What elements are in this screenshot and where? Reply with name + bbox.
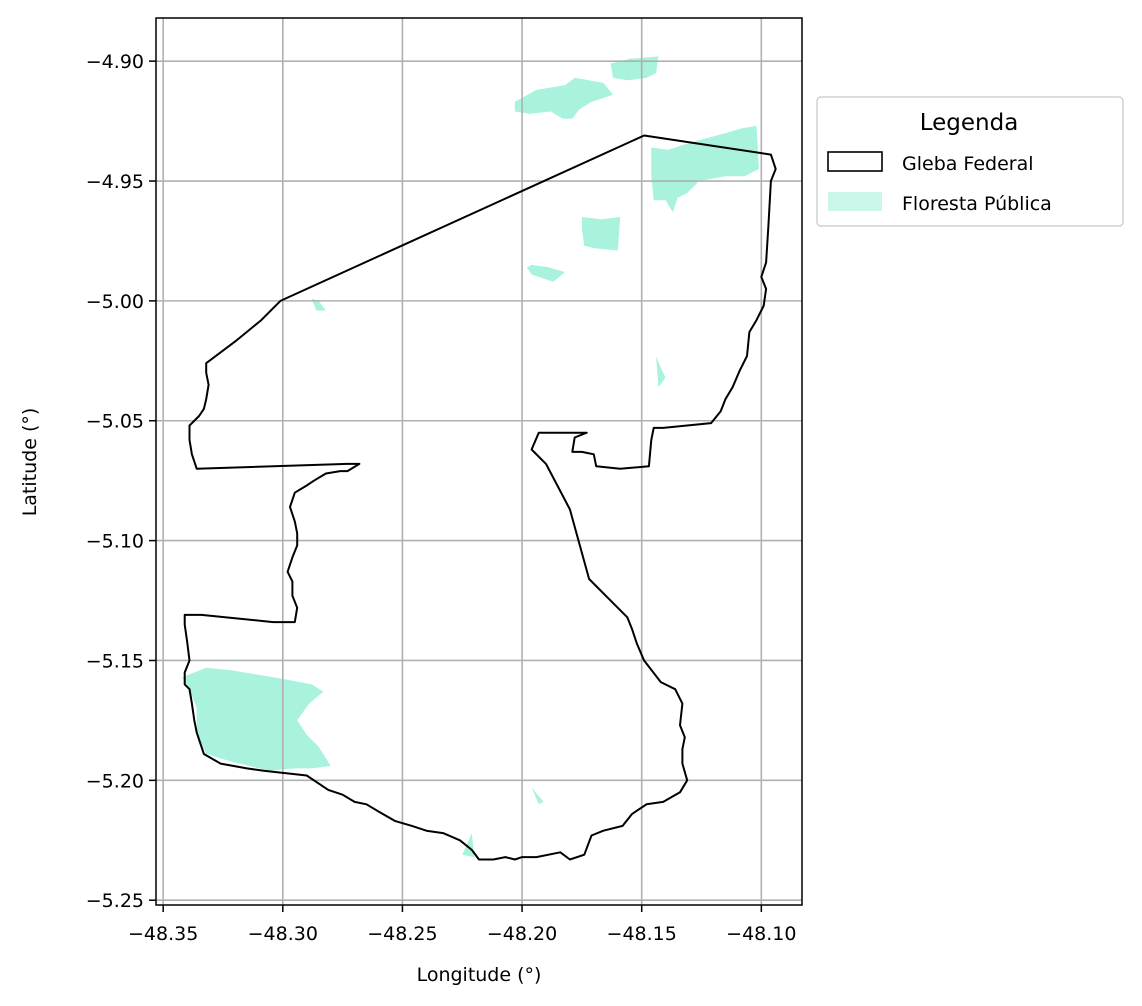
- floresta-publica-layer: [182, 56, 759, 858]
- gleba-federal-boundary: [183, 134, 777, 861]
- legend-label-floresta-publica: Floresta Pública: [902, 193, 1052, 215]
- legend-label-gleba-federal: Gleba Federal: [902, 153, 1034, 175]
- y-tick-label: −5.05: [86, 411, 144, 433]
- floresta-publica-area: [531, 787, 544, 805]
- x-tick-label: −48.20: [487, 923, 557, 945]
- plot-area: [155, 17, 803, 906]
- legend-swatch-gleba-federal: [827, 151, 883, 172]
- floresta-publica-area: [526, 264, 566, 282]
- grid-lines: [156, 18, 802, 905]
- x-axis-ticks: −48.35 −48.30 −48.25 −48.20 −48.15 −48.10: [128, 905, 796, 945]
- plot-frame: [155, 17, 803, 906]
- y-tick-label: −5.15: [86, 650, 144, 672]
- x-tick-label: −48.10: [726, 923, 796, 945]
- y-tick-label: −4.90: [86, 51, 144, 73]
- x-axis-label: Longitude (°): [417, 964, 542, 986]
- y-tick-label: −5.00: [86, 291, 144, 313]
- legend: Legenda Gleba Federal Floresta Pública: [816, 96, 1124, 227]
- legend-title: Legenda: [920, 110, 1019, 136]
- floresta-publica-area: [462, 833, 475, 858]
- floresta-publica-area: [610, 56, 659, 81]
- y-tick-label: −5.10: [86, 531, 144, 553]
- floresta-publica-area: [651, 125, 759, 213]
- floresta-publica-area: [656, 356, 666, 388]
- y-axis-ticks: −4.90 −4.95 −5.00 −5.05 −5.10 −5.15 −5.20 −5.25: [86, 51, 156, 912]
- legend-frame: [816, 96, 1124, 227]
- x-tick-label: −48.25: [367, 923, 437, 945]
- y-tick-label: −5.20: [86, 770, 144, 792]
- gleba-federal-layer: [183, 134, 777, 861]
- y-axis-label: Latitude (°): [19, 408, 41, 517]
- floresta-publica-area: [581, 217, 621, 251]
- y-tick-label: −4.95: [86, 171, 144, 193]
- y-tick-label: −5.25: [86, 890, 144, 912]
- x-tick-label: −48.35: [128, 923, 198, 945]
- legend-swatch-floresta-publica: [828, 192, 882, 211]
- floresta-publica-area: [514, 77, 613, 119]
- floresta-publica-area: [182, 667, 331, 771]
- x-tick-label: −48.15: [607, 923, 677, 945]
- x-tick-label: −48.30: [248, 923, 318, 945]
